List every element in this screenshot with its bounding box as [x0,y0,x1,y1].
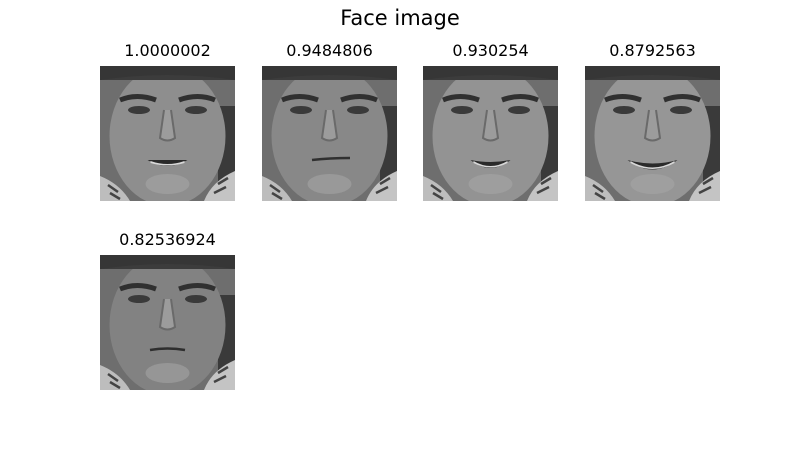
hairline [423,66,558,80]
nose [158,109,177,142]
right-eye [185,106,207,114]
left-brow [281,94,319,103]
left-eye [290,106,312,114]
left-brow [442,94,480,103]
hairline [100,255,235,269]
figure-title: Face image [340,6,460,30]
hairline [262,66,397,80]
right-eye [508,106,530,114]
left-eye [128,295,150,303]
right-brow [501,94,539,103]
mouth [311,156,351,162]
similarity-score: 0.9484806 [286,41,373,60]
left-eye [451,106,473,114]
right-brow [178,94,216,103]
chin [145,363,190,383]
right-brow [340,94,378,103]
chin [630,174,675,194]
left-eye [613,106,635,114]
mouth [627,160,678,170]
left-brow [604,94,642,103]
right-brow [663,94,701,103]
mouth [470,160,511,168]
left-brow [119,283,157,292]
shirt-stripes [592,176,714,201]
similarity-score: 1.0000002 [124,41,211,60]
shirt-stripes [107,365,229,390]
similarity-score: 0.82536924 [119,230,216,249]
chin [145,174,190,194]
shirt-stripes [107,176,229,201]
left-brow [119,94,157,103]
left-eye [128,106,150,114]
face-image [423,66,558,201]
face-image [262,66,397,201]
nose [643,109,662,142]
shirt-stripes [430,176,552,201]
right-eye [185,295,207,303]
mouth [149,347,186,352]
mouth [147,160,188,166]
shirt-stripes [269,176,391,201]
hairline [585,66,720,80]
teeth [150,161,185,166]
face-image [585,66,720,201]
right-eye [670,106,692,114]
nose [320,109,339,142]
face-image [100,255,235,390]
nose [158,298,177,331]
nose [481,109,500,142]
right-eye [347,106,369,114]
teeth [630,161,675,169]
similarity-score: 0.8792563 [609,41,696,60]
face-image [100,66,235,201]
similarity-score: 0.930254 [452,41,529,60]
right-brow [178,283,216,292]
chin [468,174,513,194]
hairline [100,66,235,80]
teeth [473,161,508,168]
chin [307,174,352,194]
